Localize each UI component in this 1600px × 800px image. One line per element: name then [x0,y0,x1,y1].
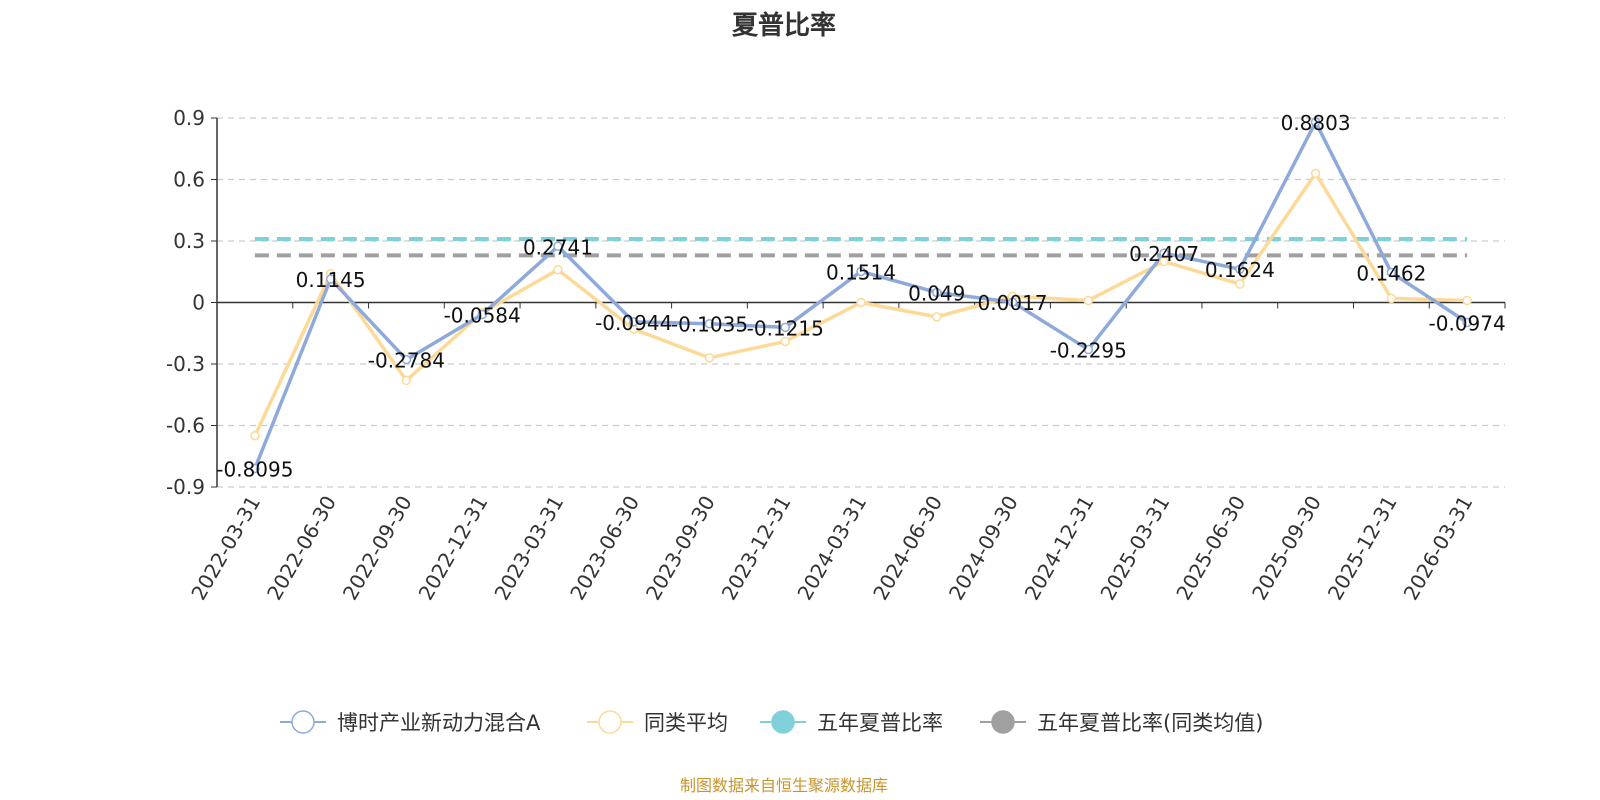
data-label: -0.8095 [216,457,293,481]
peer-average-point [1462,295,1472,306]
x-tick-label: 2024-03-31 [792,492,871,605]
data-labels: -0.8095 0.1145 -0.2784 -0.0584 0.2741 -0.0944… [216,111,1505,481]
data-label: 0.1462 [1356,262,1426,286]
y-tick-label: -0.9 [166,475,205,499]
fund-point [1159,248,1169,258]
x-tick-label: 2025-03-31 [1095,492,1174,605]
fund-point [932,287,942,298]
data-label: 0.1624 [1205,258,1275,282]
x-tick-label: 2023-09-30 [641,492,720,605]
fund-point [1235,264,1245,274]
peer-average-point [250,431,260,441]
fund-point [856,266,866,277]
data-label: -0.2295 [1050,339,1127,363]
x-tick-label: 2022-12-31 [414,492,493,605]
x-tick-label: 2024-06-30 [868,491,947,604]
x-tick-label: 2025-12-31 [1323,492,1402,605]
grid-lines [217,117,1505,488]
fund-point [1007,297,1018,307]
data-label: -0.2784 [368,349,445,373]
peer-average-point [1310,168,1321,179]
reference-lines [254,236,1468,258]
fund-point [553,241,563,252]
data-label: -0.1035 [671,313,748,337]
y-tick-label: 0 [192,291,205,315]
x-tick-label: 2023-12-31 [717,492,796,605]
y-tick-label: 0.9 [173,106,205,130]
legend-item[interactable]: 同类平均 [587,710,728,735]
x-tick-label: 2026-03-31 [1399,492,1478,605]
legend-item[interactable]: 五年夏普比率(同类均值) [980,710,1263,735]
x-tick-label: 2022-06-30 [262,492,341,605]
x-tick-label: 2023-03-31 [489,492,568,605]
legend-marker-hollow-icon [291,710,315,734]
x-tick-label: 2025-06-30 [1171,492,1250,605]
data-label: 0.8803 [1281,111,1351,135]
legend-marker-filled-icon [991,710,1015,734]
y-tick-label: 0.3 [173,229,205,253]
y-tick-label: -0.3 [166,352,205,376]
x-tick-label: 2022-09-30 [338,491,417,604]
peer-average-point [1235,279,1245,289]
legend-label: 五年夏普比率(同类均值) [1037,711,1263,735]
fund-point [477,309,487,320]
data-label: -0.0974 [1429,311,1506,335]
fund-point [1462,317,1472,328]
data-label: 0.2407 [1129,242,1199,266]
data-label: -0.0584 [444,303,521,327]
legend[interactable]: 博时产业新动力混合A 同类平均 五年夏普比率 五年夏普比率(同类均值) [280,710,1263,735]
peer-average-point [1386,293,1397,304]
source-note: 制图数据来自恒生聚源数据库 [680,776,888,795]
x-tick-label: 2024-09-30 [944,492,1023,605]
x-tick-label: 2024-12-31 [1020,492,1099,605]
legend-item[interactable]: 博时产业新动力混合A [280,710,541,735]
fund-point [1310,117,1321,127]
data-label: -0.1215 [747,316,824,340]
fund-point [1386,267,1397,278]
fund-point [1083,344,1094,355]
peer-average-point [932,312,942,322]
series-points [250,117,1472,474]
peer-average-point [856,297,866,308]
y-tick-label: -0.6 [166,414,205,438]
legend-marker-filled-icon [771,710,795,734]
fund-point [325,274,336,284]
peer-average-point [553,264,563,275]
peer-average-point [704,353,715,363]
peer-average-point [1083,295,1094,306]
data-label: 0.1145 [296,268,366,292]
x-tick-label: 2022-03-31 [186,492,265,605]
fund-point [250,463,260,474]
series-lines [253,120,1469,470]
chart-title: 夏普比率 [732,10,836,41]
x-tick-label: 2025-09-30 [1247,492,1326,605]
fund-point [780,322,790,333]
legend-label: 同类平均 [644,711,728,735]
legend-item[interactable]: 五年夏普比率 [760,710,943,735]
x-tick-label: 2023-06-30 [565,492,644,605]
data-label: 0.1514 [826,260,896,284]
fund-point [628,317,639,327]
peer-average-point [780,336,790,347]
fund-point [401,354,412,365]
data-label: 0.0017 [978,291,1048,315]
data-label: -0.0944 [595,311,672,335]
data-label: 0.049 [908,281,965,305]
legend-label: 博时产业新动力混合A [337,711,541,735]
legend-label: 五年夏普比率 [817,711,943,735]
data-label: 0.2741 [523,235,593,259]
peer-average-point [401,375,412,386]
y-tick-label: 0.6 [173,168,205,192]
legend-marker-hollow-icon [598,710,622,734]
fund-point [704,318,715,329]
fund-series-line [253,120,1469,470]
